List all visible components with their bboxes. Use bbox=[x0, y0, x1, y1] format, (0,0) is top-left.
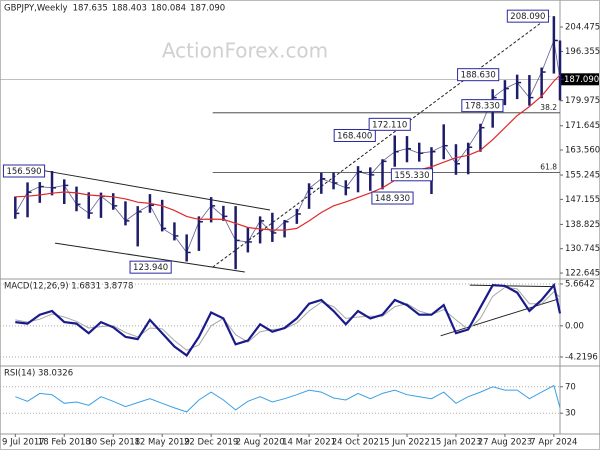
trendline bbox=[440, 298, 559, 337]
x-tick-label: 22 Dec 2019 bbox=[184, 438, 238, 448]
indicator-line bbox=[15, 286, 561, 351]
ohlc-value: 180.084 bbox=[151, 4, 186, 14]
y-tick-label: 130.745 bbox=[565, 244, 600, 254]
y-tick-label: 196.355 bbox=[565, 47, 600, 57]
annotation-box bbox=[2, 164, 46, 178]
y-tick-label: 155.245 bbox=[565, 171, 600, 181]
indicator-line bbox=[15, 282, 562, 357]
annotation-box bbox=[129, 260, 172, 274]
last-price-label: 187.090 bbox=[564, 75, 599, 85]
annotation-label: 123.940 bbox=[133, 263, 168, 273]
annotation-box bbox=[333, 128, 376, 142]
x-tick-label: 24 Oct 2021 bbox=[332, 438, 385, 448]
annotation-label: 208.090 bbox=[510, 12, 545, 22]
y-tick-label: 122.645 bbox=[565, 269, 600, 279]
y-tick-label: 204.475 bbox=[565, 23, 600, 33]
annotation-label: 178.330 bbox=[465, 102, 500, 112]
y-tick-label: 171.645 bbox=[565, 121, 600, 131]
annotation-box bbox=[390, 168, 434, 182]
indicator-line bbox=[15, 384, 561, 413]
y-tick-label: -4.2196 bbox=[565, 353, 598, 363]
panel-title: MACD(12,26,9) 1.6831 3.8778 bbox=[4, 282, 133, 292]
y-tick-label: 70 bbox=[565, 382, 576, 392]
x-tick-label: 30 Sep 2018 bbox=[86, 438, 140, 448]
annotation-label: 156.590 bbox=[6, 167, 41, 177]
trendline bbox=[469, 284, 554, 288]
annotation-label: 168.400 bbox=[337, 131, 372, 141]
y-tick-label: 147.155 bbox=[565, 195, 600, 205]
x-tick-label: 15 Jan 2023 bbox=[430, 438, 481, 448]
annotation-box bbox=[368, 117, 411, 131]
x-tick-label: 14 Mar 2021 bbox=[282, 438, 336, 448]
x-tick-label: 12 May 2019 bbox=[134, 438, 189, 448]
panel-title: GBPJPY,Weekly bbox=[4, 4, 68, 14]
fib-label: 61.8 bbox=[540, 163, 557, 172]
y-tick-label: 30 bbox=[565, 409, 576, 419]
trendline bbox=[212, 15, 551, 268]
x-tick-label: 7 Apr 2024 bbox=[530, 438, 577, 448]
annotation-box bbox=[457, 68, 500, 82]
annotation-box bbox=[506, 9, 549, 23]
y-tick-label: 179.975 bbox=[565, 96, 600, 106]
trendline bbox=[40, 169, 271, 211]
x-tick-label: 18 Feb 2018 bbox=[38, 438, 91, 448]
last-price-tag bbox=[561, 73, 599, 86]
annotation-box bbox=[461, 99, 504, 113]
y-tick-label: 138.825 bbox=[565, 220, 600, 230]
x-tick-label: 27 Aug 2023 bbox=[478, 438, 532, 448]
ohlc-value: 187.090 bbox=[190, 4, 225, 14]
panel-title: RSI(14) 38.0326 bbox=[4, 369, 73, 379]
x-tick-label: 9 Jul 2017 bbox=[2, 438, 45, 448]
close-line bbox=[14, 38, 561, 254]
ohlc-value: 188.403 bbox=[112, 4, 147, 14]
ohlc-value: 187.635 bbox=[73, 4, 108, 14]
annotation-box bbox=[371, 191, 414, 205]
x-tick-label: 5 Jun 2022 bbox=[384, 438, 430, 448]
x-tick-label: 2 Aug 2020 bbox=[236, 438, 285, 448]
annotation-label: 155.330 bbox=[394, 171, 429, 181]
y-tick-label: 163.560 bbox=[565, 146, 600, 156]
watermark: ActionForex.com bbox=[162, 39, 328, 63]
y-tick-label: 5.6642 bbox=[565, 279, 595, 289]
y-tick-label: 0.00 bbox=[565, 321, 584, 331]
fib-label: 38.2 bbox=[540, 103, 557, 112]
annotation-label: 172.110 bbox=[372, 120, 407, 130]
annotation-label: 148.930 bbox=[375, 194, 410, 204]
moving-average bbox=[15, 74, 561, 231]
annotation-label: 188.630 bbox=[461, 71, 496, 81]
